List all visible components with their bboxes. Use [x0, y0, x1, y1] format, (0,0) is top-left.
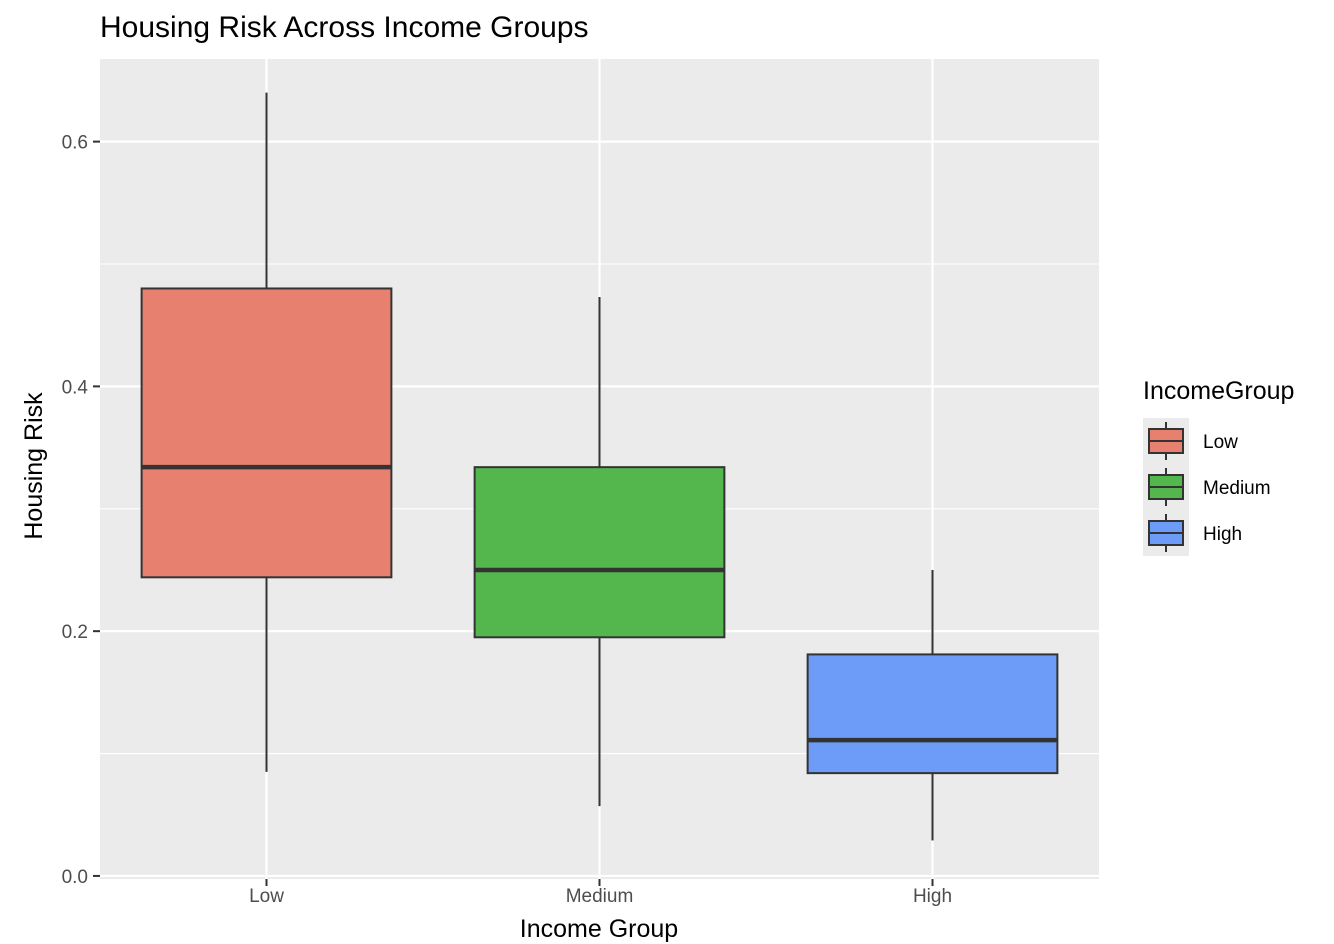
- x-tick-label: Medium: [566, 886, 634, 907]
- box-iqr: [473, 466, 726, 639]
- legend-key-high: High: [1143, 510, 1242, 556]
- legend-label: Low: [1203, 432, 1238, 453]
- y-tick-label: 0.4: [62, 377, 89, 398]
- y-tick-label: 0.2: [62, 622, 88, 643]
- box-medium: [473, 297, 726, 807]
- boxplots: [140, 92, 1059, 841]
- box-low: [140, 92, 393, 772]
- legend-key-low: Low: [1143, 418, 1238, 464]
- y-tick-label: 0.0: [62, 867, 88, 888]
- x-axis: Low Medium High: [249, 879, 952, 907]
- x-axis-title: Income Group: [520, 915, 678, 943]
- chart-title: Housing Risk Across Income Groups: [100, 11, 589, 44]
- box-high: [806, 569, 1059, 841]
- y-axis: 0.0 0.2 0.4 0.6: [62, 133, 100, 888]
- legend: IncomeGroup Low Medium High: [1143, 377, 1294, 556]
- box-iqr: [806, 653, 1059, 775]
- box-iqr: [140, 287, 393, 579]
- legend-title: IncomeGroup: [1143, 377, 1294, 405]
- y-tick-label: 0.6: [62, 133, 88, 154]
- legend-label: Medium: [1203, 478, 1271, 499]
- y-axis-title: Housing Risk: [20, 392, 48, 540]
- x-tick-label: Low: [249, 886, 284, 907]
- legend-label: High: [1203, 524, 1242, 545]
- x-tick-label: High: [913, 886, 952, 907]
- legend-key-medium: Medium: [1143, 464, 1271, 510]
